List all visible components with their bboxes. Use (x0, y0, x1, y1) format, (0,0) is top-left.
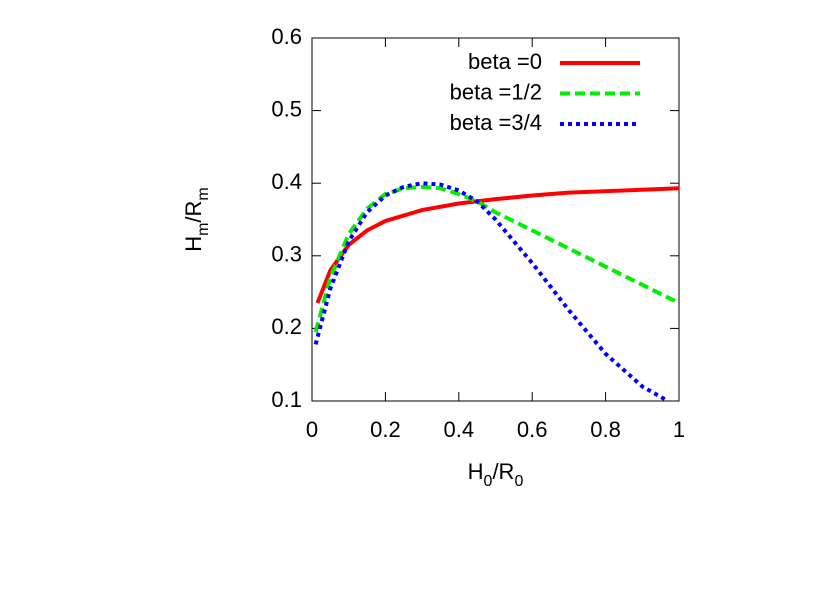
series-line (313, 181, 669, 401)
y-axis-label-part: m (195, 223, 212, 236)
y-tick-label: 0.6 (271, 24, 302, 49)
x-axis-label: H0/R0 (468, 459, 524, 490)
x-axis-label-part: H (468, 459, 484, 484)
x-tick-label: 0 (306, 417, 318, 442)
y-tick-label: 0.5 (271, 96, 302, 121)
series-line (313, 184, 679, 333)
legend-label: beta =3/4 (450, 110, 542, 135)
y-tick-label: 0.2 (271, 314, 302, 339)
y-axis-label-part: H (181, 236, 206, 252)
y-axis-label: Hm/Rm (181, 187, 212, 252)
y-axis-label-part: m (195, 187, 212, 200)
x-tick-label: 0.6 (517, 417, 548, 442)
x-tick-label: 0.2 (370, 417, 401, 442)
y-axis-label-part: /R (181, 201, 206, 223)
x-axis-label-part: 0 (484, 473, 493, 490)
x-tick-label: 0.4 (444, 417, 475, 442)
y-tick-label: 0.4 (271, 169, 302, 194)
plot-frame (311, 37, 680, 402)
legend-label: beta =0 (468, 49, 542, 74)
plot-lines (313, 181, 679, 401)
y-tick-label: 0.3 (271, 242, 302, 267)
x-axis-label-part: /R (492, 459, 514, 484)
x-tick-label: 0.8 (590, 417, 621, 442)
y-tick-label: 0.1 (271, 387, 302, 412)
x-tick-label: 1 (673, 417, 685, 442)
x-axis-label-part: 0 (514, 473, 523, 490)
legend-label: beta =1/2 (450, 79, 542, 104)
